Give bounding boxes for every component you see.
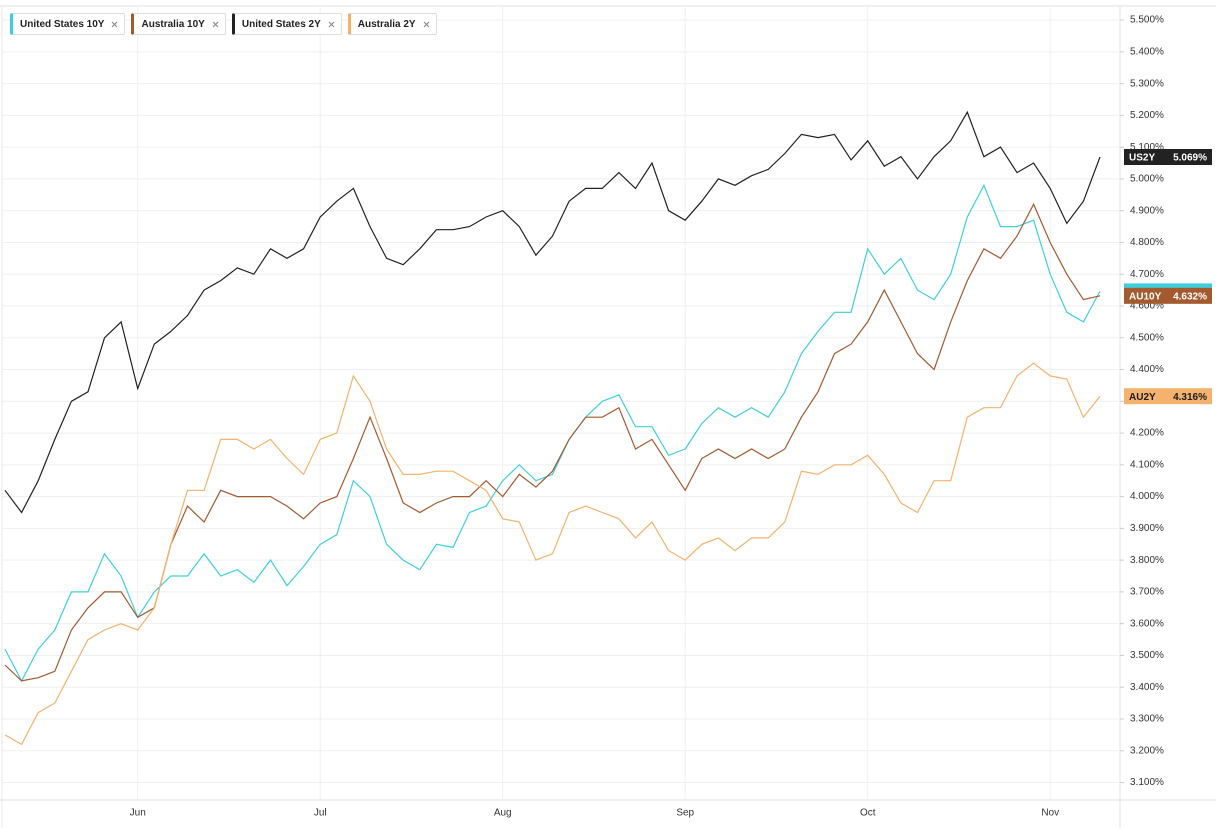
- badge-box: [1124, 287, 1212, 304]
- remove-cross: [212, 21, 219, 27]
- price-badge: US2Y 5.069%: [1124, 148, 1212, 165]
- y-tick-label: 3.900%: [1130, 523, 1164, 534]
- y-tick-label: 5.500%: [1130, 15, 1164, 26]
- badge-box: [1124, 388, 1212, 405]
- series-line: [4, 110, 1101, 514]
- x-tick-label: Nov: [1041, 808, 1059, 819]
- y-tick-label: 3.200%: [1130, 745, 1164, 756]
- y-tick-label: 3.100%: [1130, 777, 1164, 788]
- badge-value: 5.069%: [1173, 153, 1207, 164]
- legend-chip[interactable]: Australia 2Y: [347, 13, 437, 35]
- y-tick-label: 4.500%: [1130, 332, 1164, 343]
- y-tick-label: 4.800%: [1130, 237, 1164, 248]
- series-line: [4, 362, 1101, 746]
- badge-box: [1124, 148, 1212, 165]
- y-tick-label: 3.500%: [1130, 650, 1164, 661]
- y-tick-label: 4.000%: [1130, 491, 1164, 502]
- x-tick-label: Jun: [130, 808, 146, 819]
- y-tick-label: 5.200%: [1130, 110, 1164, 121]
- x-tick-label: Oct: [860, 808, 876, 819]
- x-tick-label: Sep: [676, 808, 694, 819]
- y-tick-label: 3.300%: [1130, 714, 1164, 725]
- x-tick-label: Aug: [494, 808, 512, 819]
- remove-cross: [423, 21, 429, 27]
- y-tick-label: 4.900%: [1130, 205, 1164, 216]
- remove-icon[interactable]: [423, 21, 430, 28]
- series-line: [4, 202, 1101, 682]
- y-tick-label: 5.000%: [1130, 174, 1164, 185]
- y-tick-label: 4.700%: [1130, 269, 1164, 280]
- remove-icon[interactable]: [111, 21, 118, 28]
- legend-chip[interactable]: United States 10Y: [10, 13, 126, 35]
- remove-icon[interactable]: [212, 21, 219, 28]
- legend-chip[interactable]: United States 2Y: [231, 13, 342, 35]
- legend-label: Australia 2Y: [357, 18, 416, 30]
- badge-value: 4.632%: [1173, 291, 1207, 302]
- y-tick-label: 3.600%: [1130, 618, 1164, 629]
- y-tick-label: 4.100%: [1130, 459, 1164, 470]
- remove-cross: [112, 21, 118, 27]
- y-tick-label: 4.600%: [1130, 301, 1164, 312]
- y-tick-label: 3.800%: [1130, 555, 1164, 566]
- legend-chip[interactable]: Australia 10Y: [131, 13, 226, 35]
- y-tick-label: 5.400%: [1130, 46, 1164, 57]
- y-tick-label: 5.300%: [1130, 78, 1164, 89]
- legend-label: United States 2Y: [241, 18, 321, 30]
- price-badge: AU2Y 4.316%: [1124, 388, 1212, 405]
- y-tick-label: 3.700%: [1130, 587, 1164, 598]
- y-tick-label: 5.100%: [1130, 142, 1164, 153]
- badge-name: US2Y: [1129, 153, 1155, 164]
- price-badge: AU10Y 4.632%: [1124, 287, 1212, 304]
- badge-name: AU2Y: [1129, 392, 1156, 403]
- y-tick-label: 3.400%: [1130, 682, 1164, 693]
- legend-label: Australia 10Y: [141, 18, 205, 30]
- legend: United States 10Y Australia 10Y United Sta…: [10, 13, 437, 35]
- remove-icon[interactable]: [328, 21, 335, 28]
- legend-label: United States 10Y: [20, 18, 105, 30]
- y-tick-label: 4.200%: [1130, 428, 1164, 439]
- remove-cross: [328, 21, 335, 27]
- x-tick-label: Jul: [314, 808, 327, 819]
- badge-name: AU10Y: [1129, 291, 1162, 302]
- badge-value: 4.316%: [1173, 392, 1207, 403]
- series-line: [4, 183, 1101, 683]
- y-tick-label: 4.400%: [1130, 364, 1164, 375]
